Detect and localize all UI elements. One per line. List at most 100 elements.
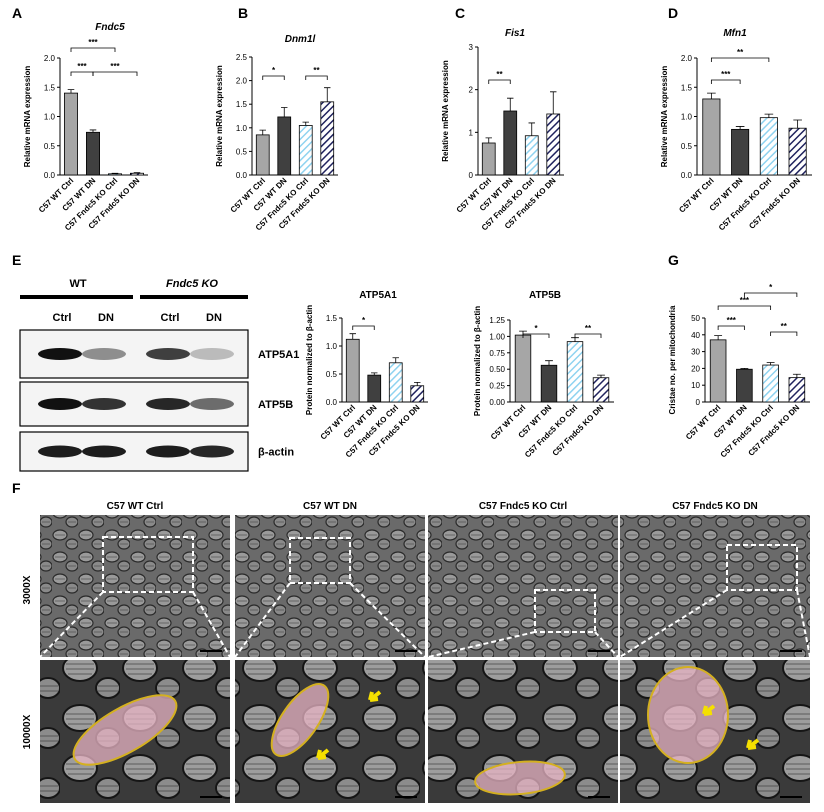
scale-bar (780, 796, 802, 798)
chart-title: Fndc5 (95, 22, 125, 33)
bar (108, 173, 123, 176)
y-axis-label: Relative mRNA expression (23, 66, 32, 168)
significance-bracket (305, 75, 328, 80)
blot-band (82, 398, 126, 410)
significance-label: *** (740, 296, 750, 305)
error-bar (414, 382, 421, 386)
significance-bracket (574, 333, 602, 338)
y-tick-label: 2.5 (236, 53, 248, 62)
zoom-line (619, 589, 811, 658)
y-tick-label: 40 (691, 331, 700, 340)
error-bar (324, 87, 331, 102)
blot-group: Fndc5 KO (166, 278, 218, 290)
scale-bar (780, 650, 802, 652)
y-tick-label: 2.0 (681, 54, 693, 63)
em-image (40, 515, 230, 657)
y-axis-label: Relative mRNA expression (441, 60, 450, 162)
y-tick-label: 0.5 (326, 370, 338, 379)
y-tick-label: 0 (469, 171, 474, 180)
chart-title: Dnm1l (285, 34, 316, 45)
error-bar (545, 360, 553, 366)
error-bar (485, 137, 492, 143)
em-row-label: 10000X (22, 714, 33, 749)
panel-label: D (668, 5, 678, 21)
error-bar (528, 122, 535, 136)
significance-label: ** (313, 66, 320, 75)
significance-bracket (70, 71, 94, 76)
y-tick-label: 0 (696, 398, 701, 407)
significance-label: * (534, 324, 538, 333)
panel-label: E (12, 252, 21, 268)
y-tick-label: 0.5 (44, 142, 56, 151)
y-tick-label: 0.5 (236, 147, 248, 156)
significance-bracket (743, 292, 798, 297)
bar (388, 362, 403, 403)
lane-label: DN (98, 312, 114, 324)
em-row-label: 3000X (22, 575, 33, 604)
zoom-line (39, 591, 231, 658)
em-image (620, 515, 810, 657)
blot-band (146, 348, 190, 360)
error-bar (89, 129, 97, 133)
bar (592, 377, 610, 403)
arrow (316, 748, 330, 760)
chart-title: Mfn1 (723, 28, 747, 39)
scale-bar (200, 650, 222, 652)
y-tick-label: 0.0 (236, 171, 248, 180)
significance-label: ** (496, 70, 503, 79)
significance-label: *** (88, 38, 98, 47)
panel-label: B (238, 5, 248, 21)
panel-label: F (12, 480, 21, 496)
bar (277, 116, 292, 176)
error-bar (764, 113, 774, 118)
blot-band (38, 348, 82, 360)
y-tick-label: 0.50 (489, 365, 505, 374)
bar (503, 110, 518, 176)
scale-bar (395, 650, 417, 652)
zoom-box (102, 536, 194, 593)
y-axis-label: Protein normalized to β-actin (473, 306, 482, 416)
blot-row-label: ATP5A1 (258, 349, 299, 361)
chart-title: ATP5A1 (359, 290, 397, 301)
y-tick-label: 2 (469, 86, 474, 95)
y-tick-label: 1.5 (236, 100, 248, 109)
bar (255, 134, 270, 176)
zoom-box (726, 544, 798, 591)
blot-band (38, 445, 82, 458)
error-bar (740, 368, 749, 370)
y-tick-label: 1.0 (44, 113, 56, 122)
bar (64, 92, 79, 176)
highlighted-mitochondrion (474, 760, 566, 796)
bar (709, 339, 727, 403)
significance-label: * (769, 283, 773, 292)
error-bar (281, 107, 288, 117)
y-tick-label: 0.75 (489, 349, 505, 358)
y-tick-label: 10 (691, 381, 700, 390)
error-bar (133, 172, 141, 174)
zoom-line (234, 582, 426, 658)
y-tick-label: 0.0 (326, 398, 338, 407)
highlighted-mitochondrion (647, 666, 729, 764)
panel-label: A (12, 5, 22, 21)
highlighted-mitochondrion (72, 694, 178, 766)
blot-band (146, 445, 190, 458)
blot-row-label: ATP5B (258, 399, 293, 411)
bar (540, 364, 558, 403)
blot-band (190, 398, 234, 410)
lane-label: DN (206, 312, 222, 324)
arrow (702, 704, 716, 716)
error-bar (707, 92, 716, 99)
bar (410, 385, 425, 403)
bar (762, 364, 779, 403)
bar (566, 341, 584, 403)
arrow (368, 690, 382, 702)
y-axis-label: Cristae no. per mitochondria (668, 305, 677, 414)
bar (546, 113, 561, 176)
significance-bracket (710, 79, 741, 84)
x-tick-label: C57 Fndc5 KO DN (747, 403, 802, 458)
y-axis-label: Relative mRNA expression (660, 66, 669, 168)
lane-label: Ctrl (53, 312, 72, 324)
bar (759, 117, 778, 176)
